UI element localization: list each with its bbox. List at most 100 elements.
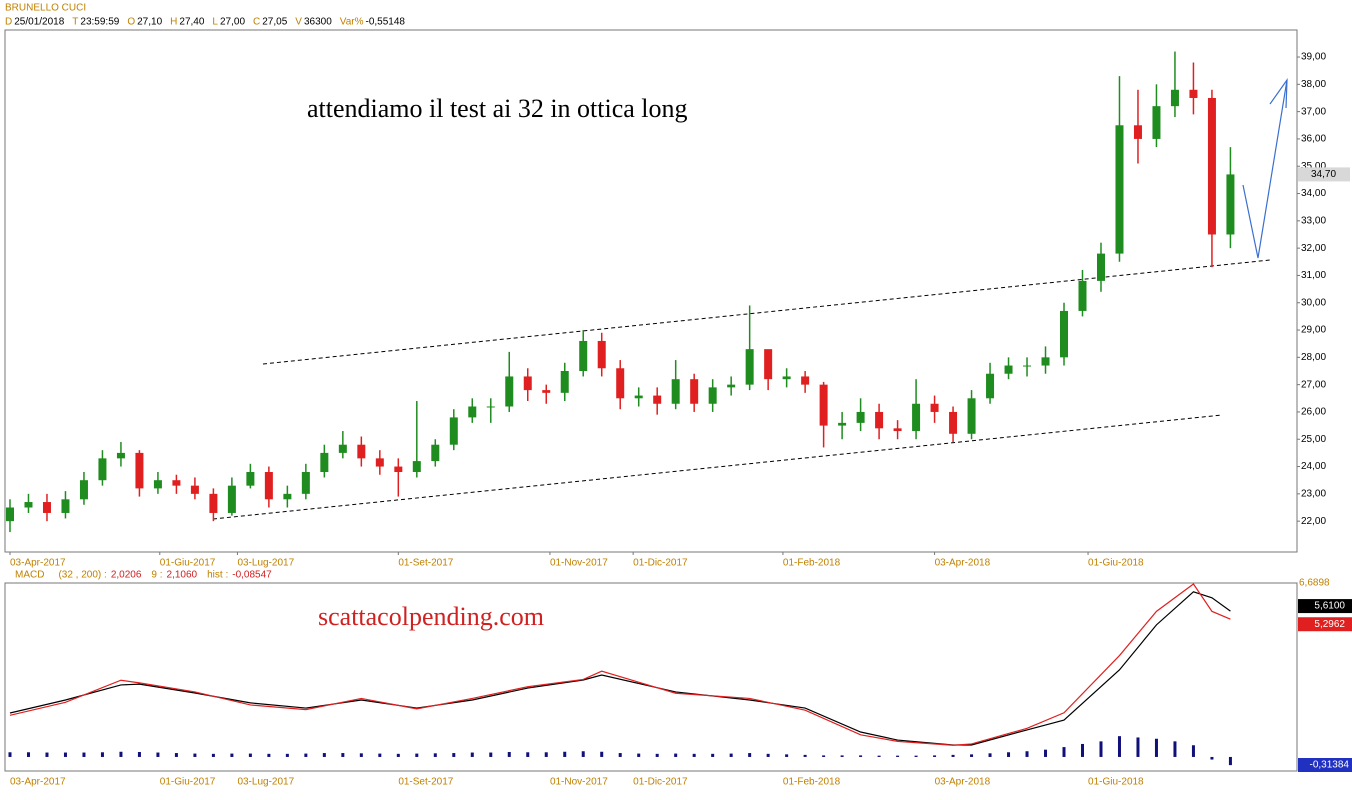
- candle-body: [227, 485, 236, 513]
- candle-body: [61, 499, 70, 513]
- hist-bar: [137, 752, 141, 757]
- header-fields: D 25/01/2018 T 23:59:59 O 27,10 H 27,40 L 27,00 C 2…: [5, 17, 405, 28]
- field-value: -0,55148: [365, 17, 405, 28]
- hist-bar: [119, 751, 123, 757]
- candle-body: [1115, 125, 1124, 254]
- field-key: T: [72, 17, 78, 28]
- candle-body: [320, 452, 329, 473]
- hist-bar: [766, 753, 770, 757]
- candle-body: [782, 376, 791, 380]
- hist-bar: [896, 755, 900, 757]
- hist-bar: [526, 752, 530, 757]
- hist-bar: [507, 752, 511, 757]
- value-box-label: -0,31384: [1310, 760, 1350, 771]
- field-key: (32 , 200) :: [58, 570, 106, 581]
- candle-body: [542, 390, 551, 393]
- candle-body: [116, 452, 125, 459]
- candle-body: [819, 384, 828, 426]
- last-price-box: [1298, 167, 1350, 182]
- hist-bar: [1191, 745, 1195, 757]
- hist-bar: [1117, 736, 1121, 757]
- y-tick-label: 27,00: [1301, 379, 1326, 390]
- hist-bar: [1007, 752, 1011, 757]
- hist-bar: [1210, 756, 1214, 760]
- hist-bar: [26, 752, 30, 757]
- candle-body: [727, 384, 736, 388]
- hist-bar: [322, 753, 326, 757]
- hist-bar: [748, 753, 752, 757]
- candle-body: [79, 480, 88, 500]
- x-tick-label: 03-Lug-2017: [237, 558, 294, 569]
- field-value: 2,1060: [167, 570, 198, 581]
- y-tick-label: 32,00: [1301, 243, 1326, 254]
- candle-body: [190, 485, 199, 494]
- value-box: [1298, 758, 1352, 772]
- field-value: 27,05: [262, 17, 287, 28]
- field-key: C: [253, 17, 260, 28]
- y-tick-label: 36,00: [1301, 134, 1326, 145]
- candle-body: [875, 411, 884, 429]
- candle-body: [1078, 280, 1087, 311]
- candle-body: [449, 417, 458, 445]
- hist-bar: [914, 755, 918, 757]
- hist-bar: [82, 752, 86, 757]
- trendline: [212, 414, 1223, 520]
- x-tick-label: 03-Lug-2017: [237, 777, 294, 788]
- candle-body: [708, 387, 717, 404]
- candle-body: [653, 395, 662, 404]
- candle-body: [764, 349, 773, 380]
- field-key: H: [170, 17, 177, 28]
- hist-bar: [267, 753, 271, 757]
- hist-bar: [45, 752, 49, 757]
- candle-body: [1096, 253, 1105, 281]
- hist-bar: [230, 753, 234, 757]
- x-tick-label: 01-Giu-2017: [160, 558, 216, 569]
- hist-bar: [600, 751, 604, 757]
- hist-bar: [1136, 737, 1140, 757]
- hist-bar: [452, 753, 456, 757]
- candle-body: [1060, 310, 1069, 358]
- candle-body: [301, 472, 310, 494]
- x-tick-label: 01-Nov-2017: [550, 777, 608, 788]
- hist-bar: [1062, 747, 1066, 757]
- x-tick-label: 01-Giu-2017: [160, 777, 216, 788]
- macd-top-label: 6,6898: [1299, 578, 1330, 589]
- hist-bar: [211, 753, 215, 757]
- candle-body: [1226, 174, 1235, 235]
- field-value: 23:59:59: [80, 17, 119, 28]
- hist-bar: [396, 753, 400, 757]
- value-box-label: 5,2962: [1314, 619, 1345, 630]
- candle-body: [153, 480, 162, 489]
- x-tick-label: 03-Apr-2018: [935, 558, 991, 569]
- hist-bar: [378, 753, 382, 757]
- field-value: -0,08547: [232, 570, 272, 581]
- candle-body: [1041, 357, 1050, 366]
- candle-body: [838, 422, 847, 426]
- field-value: 25/01/2018: [14, 17, 64, 28]
- hist-bar: [285, 753, 289, 757]
- candle-body: [283, 493, 292, 500]
- candle-body: [394, 466, 403, 473]
- hist-bar: [877, 755, 881, 757]
- candle-body: [1189, 89, 1198, 98]
- candle-body: [5, 507, 14, 522]
- hist-bar: [822, 755, 826, 757]
- price-panel: [4, 29, 1298, 553]
- value-box: [1298, 617, 1352, 632]
- forecast-arrow: [1242, 79, 1288, 259]
- hist-bar: [415, 753, 419, 757]
- candle-body: [986, 373, 995, 399]
- x-tick-label: 01-Feb-2018: [783, 777, 841, 788]
- candle-body: [560, 370, 569, 393]
- candle-body: [967, 398, 976, 434]
- arrow-head: [1269, 78, 1288, 109]
- y-tick-label: 38,00: [1301, 79, 1326, 90]
- hist-bar: [1173, 741, 1177, 757]
- hist-bar: [1025, 751, 1029, 757]
- x-tick-label: 03-Apr-2017: [10, 558, 66, 569]
- hist-bar: [433, 753, 437, 757]
- hist-bar: [1044, 749, 1048, 757]
- candle-body: [246, 472, 255, 486]
- candle-body: [634, 395, 643, 399]
